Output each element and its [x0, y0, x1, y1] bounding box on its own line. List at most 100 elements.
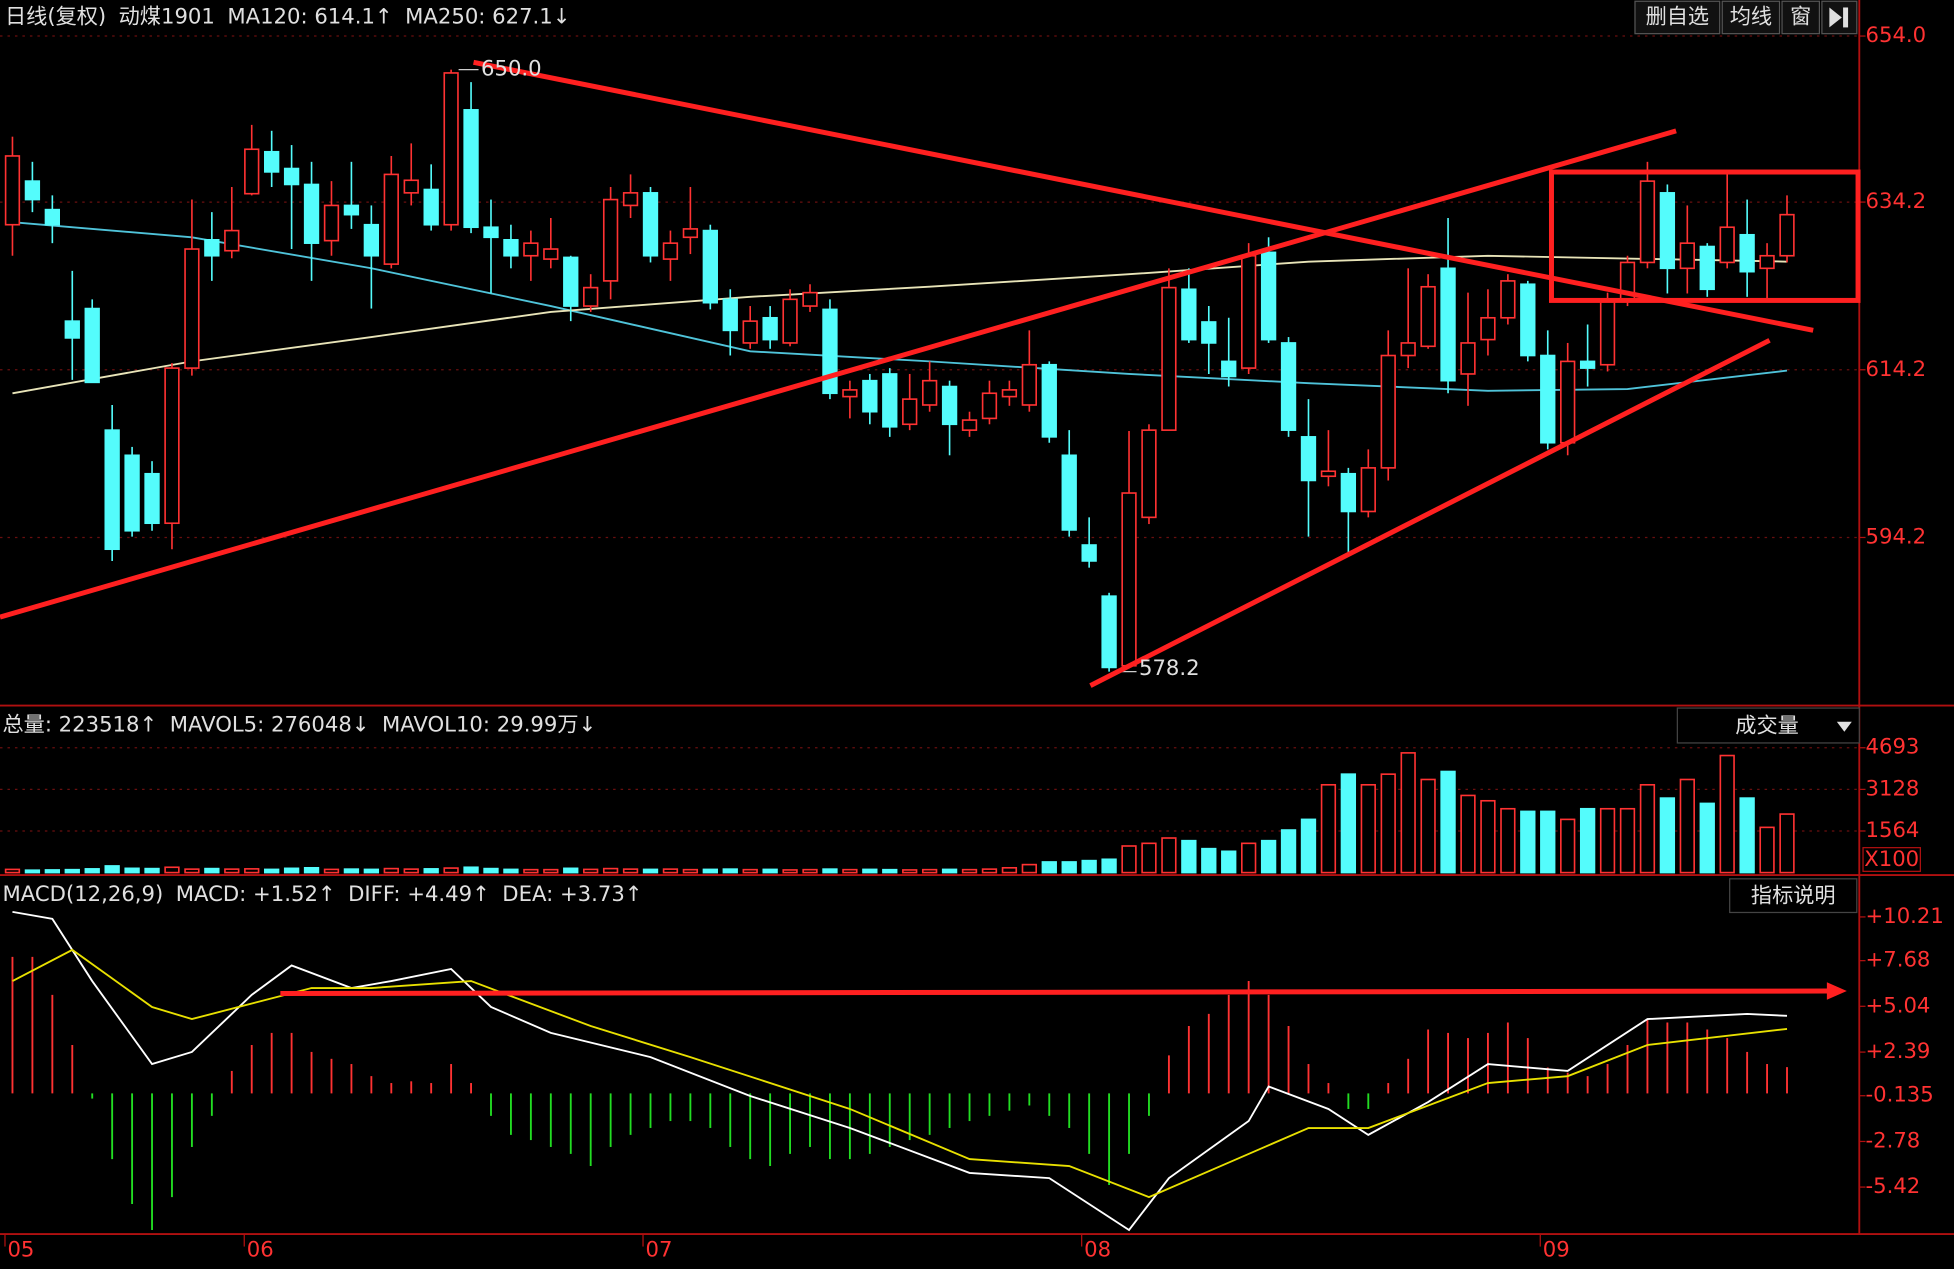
- candle-body: [1500, 280, 1516, 319]
- candle-body: [204, 238, 220, 257]
- candle-body: [941, 385, 958, 426]
- volume-bar: [1719, 754, 1735, 874]
- candle-body: [104, 429, 120, 551]
- toolbar: 删自选 均线 窗: [1634, 0, 1858, 35]
- candle-body: [1041, 363, 1057, 438]
- volume-bar: [264, 868, 280, 874]
- x-tick-label: 07: [646, 1236, 673, 1261]
- volume-bar: [1260, 839, 1277, 874]
- high-annotation: 650.0: [481, 56, 542, 81]
- volume-bar: [1659, 797, 1676, 874]
- icon[interactable]: [1843, 7, 1849, 28]
- volume-bar: [104, 865, 120, 874]
- button[interactable]: 均线: [1730, 3, 1772, 28]
- candle-body: [1440, 267, 1456, 382]
- button-frame[interactable]: [1729, 878, 1858, 914]
- y-tick-label: -0.135: [1866, 1082, 1934, 1107]
- candle-body: [1579, 360, 1596, 369]
- x-tick-label: 08: [1084, 1236, 1111, 1261]
- volume-bar: [1560, 818, 1576, 874]
- volume-bar: [1460, 794, 1476, 874]
- volume-bar: [742, 868, 758, 874]
- volume-bar: [662, 868, 679, 874]
- volume-bar: [1579, 807, 1596, 874]
- candle-body: [463, 109, 479, 229]
- volume-bar: [862, 868, 878, 874]
- volume-bar: [702, 868, 718, 874]
- y-tick-label: 614.2: [1866, 356, 1927, 381]
- dropdown-icon[interactable]: [1836, 721, 1852, 732]
- candle-body: [144, 472, 160, 525]
- candle-body: [283, 167, 300, 186]
- volume-bar: [1201, 847, 1217, 874]
- volume-bar: [204, 867, 220, 874]
- volume-bar: [1081, 859, 1097, 874]
- button-frame: [1781, 0, 1821, 35]
- volume-bar: [523, 868, 539, 874]
- volume-bar: [882, 868, 898, 874]
- selector-frame[interactable]: [1676, 707, 1860, 744]
- candle-body: [662, 242, 679, 260]
- candle-body: [84, 307, 100, 384]
- volume-bar: [1161, 837, 1177, 874]
- volume-bar: [303, 866, 320, 874]
- button-frame: [1634, 0, 1721, 35]
- candle-body: [1560, 360, 1576, 444]
- candle-body: [882, 373, 898, 428]
- candle-body: [1520, 283, 1536, 357]
- candle-body: [722, 298, 738, 332]
- candle-body: [642, 192, 659, 257]
- candle-body: [782, 298, 798, 344]
- candle-body: [264, 150, 280, 173]
- arrow-line: [280, 988, 1830, 997]
- candle-body: [1460, 342, 1476, 375]
- candle-body: [1679, 242, 1695, 270]
- candle-body: [4, 155, 21, 226]
- icon[interactable]: [1829, 7, 1842, 28]
- volume-bar: [1440, 770, 1456, 874]
- button[interactable]: 删自选: [1646, 3, 1710, 28]
- candle-body: [1121, 492, 1137, 667]
- y-tick-label: +10.21: [1866, 903, 1944, 928]
- volume-bar: [1400, 752, 1416, 874]
- volume-bar: [802, 868, 818, 874]
- candle-body: [303, 183, 320, 244]
- volume-bar: [782, 869, 798, 874]
- highlight-box: [1548, 169, 1861, 303]
- candle-body: [583, 286, 599, 307]
- volume-bar: [583, 868, 599, 874]
- legend-item: DIFF: +4.49↑: [348, 881, 490, 906]
- candle-body: [1300, 436, 1317, 482]
- plot: [0, 35, 1866, 1247]
- volume-bar: [363, 868, 380, 874]
- volume-bar: [563, 867, 579, 874]
- candle-body: [64, 320, 80, 339]
- y-tick-label: 654.0: [1866, 22, 1927, 47]
- candle-body: [563, 256, 579, 307]
- y-tick-label: -2.78: [1866, 1127, 1921, 1152]
- volume-bar: [463, 866, 479, 874]
- volume-bar: [1360, 783, 1376, 874]
- volume-bar: [822, 868, 838, 874]
- indicator-help[interactable]: 指标说明: [1751, 882, 1836, 907]
- volume-bar: [902, 869, 918, 874]
- candle-body: [961, 419, 978, 431]
- volume-bar: [682, 868, 699, 874]
- button[interactable]: 窗: [1790, 3, 1811, 28]
- candle-body: [822, 308, 838, 395]
- volume-bar: [343, 868, 360, 874]
- volume-bar: [1540, 810, 1556, 874]
- volume-bar: [1599, 807, 1616, 874]
- candle-body: [244, 148, 260, 195]
- candle-body: [443, 72, 459, 226]
- volume-bar: [1380, 773, 1396, 874]
- indicator-selector[interactable]: 成交量: [1735, 713, 1799, 738]
- candle-body: [164, 367, 180, 525]
- candle-body: [1420, 285, 1436, 348]
- volume-bar: [1181, 839, 1197, 874]
- candle-body: [1001, 389, 1018, 398]
- volume-bar: [4, 868, 21, 874]
- candle-body: [543, 248, 559, 260]
- volume-bar: [543, 868, 559, 874]
- candle-body: [24, 180, 41, 201]
